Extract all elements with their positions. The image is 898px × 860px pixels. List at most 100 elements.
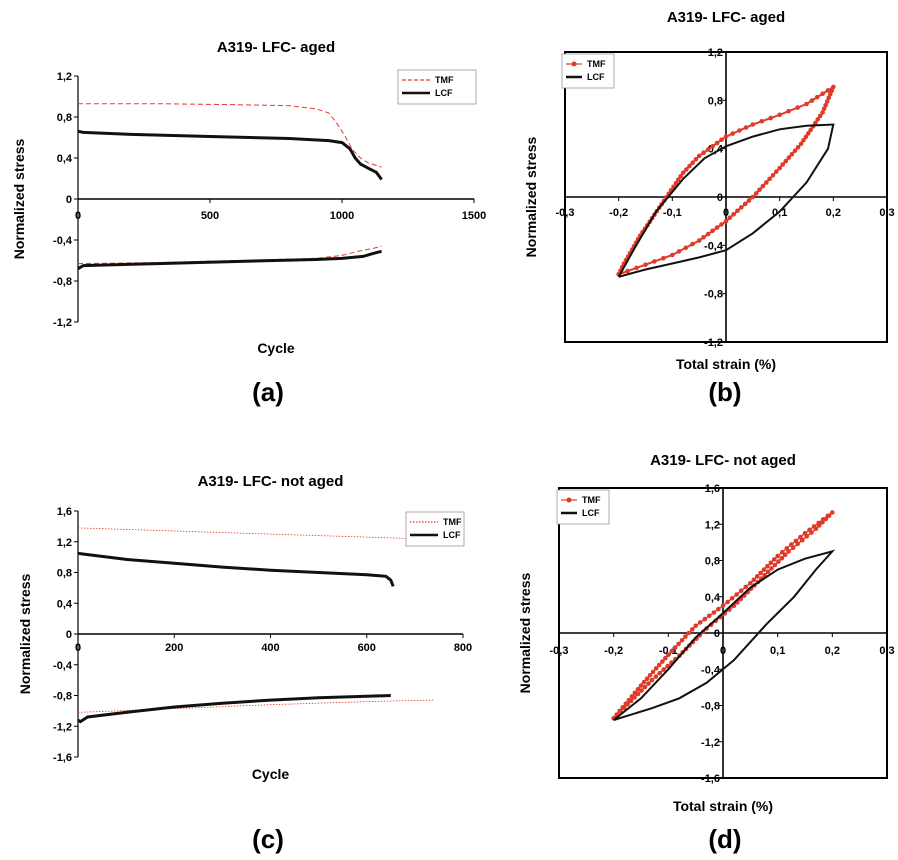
panel-d-series-tmf-point <box>683 634 688 639</box>
panel-d-series-tmf-point <box>679 638 685 643</box>
panel-d-series-tmf-point <box>669 648 675 654</box>
panel-b-series-tmf-point <box>825 88 831 93</box>
panel-c-x-tick-label: 600 <box>358 642 376 654</box>
panel-d-y-tick-label: 0 <box>714 628 720 640</box>
panel-b-series-tmf-point <box>767 176 772 182</box>
panel-b-legend-lcf-label: LCF <box>587 72 605 82</box>
panel-d-series-tmf-point <box>711 610 717 615</box>
panel-b-series-tmf-point <box>743 125 749 130</box>
panel-d-series-tmf-point <box>748 580 753 586</box>
panel-a-legend-tmf-label: TMF <box>435 75 454 85</box>
panel-b-y-tick-label: -0,8 <box>704 289 723 301</box>
panel-d-series-tmf-point <box>765 569 771 575</box>
panel-b-legend-tmf-label: TMF <box>587 59 606 69</box>
panel-d-series-tmf-point <box>769 566 774 571</box>
panel-d-series-tmf-point <box>686 630 692 636</box>
panel-b-series-tmf-point <box>777 112 782 118</box>
panel-d-series-lcf-line <box>613 549 836 721</box>
panel-d-x-tick-label: -0,3 <box>550 645 569 657</box>
panel-a-x-tick-label: 0 <box>75 210 81 222</box>
panel-b-series-tmf-point <box>723 218 729 224</box>
panel-a-title: A319- LFC- aged <box>217 39 335 56</box>
panel-b-series-tmf-point <box>737 128 742 133</box>
panel-b-x-tick-label: 0,3 <box>879 207 894 219</box>
panel-b-series-tmf-point <box>678 174 683 179</box>
panel-d-y-tick-label: 0,8 <box>705 556 720 568</box>
panel-b-y-tick-label: 0 <box>717 192 723 204</box>
panel-b-series-tmf-point <box>795 145 801 150</box>
panel-b-series-tmf-point <box>701 150 706 155</box>
panel-d-series-tmf-point <box>720 603 726 609</box>
panel-c-y-tick-label: -0,4 <box>53 660 73 672</box>
panel-c-legend-lcf-label: LCF <box>443 530 461 540</box>
panel-d-series-tmf-point <box>642 684 648 690</box>
panel-c-y-tick-label: 1,2 <box>57 537 72 549</box>
panel-b-title: A319- LFC- aged <box>667 9 785 26</box>
panel-d-series-tmf-point <box>649 677 655 683</box>
panel-b-x-axis-title: Total strain (%) <box>676 356 776 372</box>
panel-a-legend-lcf-label: LCF <box>435 88 453 98</box>
panel-c-series-tmf-line <box>77 527 435 540</box>
panel-d-series-tmf-point <box>672 645 678 650</box>
panel-c-y-tick-label: 0,8 <box>57 568 72 580</box>
panel-d-series-tmf-point <box>660 659 665 664</box>
panel-a-series-lcf-line <box>77 249 382 270</box>
panel-b-series-tmf-point <box>764 180 769 185</box>
panel-b-x-tick-label: 0 <box>723 207 729 219</box>
panel-d-series-tmf-point <box>820 520 825 525</box>
panel-b-panel-label: (b) <box>708 377 741 407</box>
panel-b-series-tmf-point <box>823 102 828 108</box>
panel-b-x-tick-label: -0,2 <box>609 207 628 219</box>
panel-b-series-tmf-point <box>705 147 711 152</box>
panel-a-x-tick-label: 500 <box>201 210 219 222</box>
panel-d-series-tmf-point <box>661 667 666 672</box>
panel-b-series-tmf-point <box>625 268 630 274</box>
panel-d-series-tmf-point <box>776 559 781 564</box>
panel-b-series-tmf-point <box>684 167 689 172</box>
panel-b-series-tmf-point <box>770 173 776 178</box>
panel-b-series-tmf-point <box>783 158 789 164</box>
panel-d-y-tick-label: -1,6 <box>701 773 720 785</box>
panel-a-series-tmf-line <box>78 103 382 168</box>
panel-d-series-tmf-point <box>786 549 791 554</box>
panel-d-y-tick-label: 1,6 <box>705 483 720 495</box>
panel-b-series-tmf-point <box>804 101 809 107</box>
panel-b-series-tmf-point <box>786 108 791 114</box>
panel-b-y-tick-label: -1,2 <box>704 337 723 349</box>
panel-d-series-tmf-point <box>707 613 712 619</box>
panel-d-series-tmf-point <box>800 537 805 543</box>
panel-b-series-tmf-point <box>792 148 798 153</box>
panel-d-y-tick-label: -1,2 <box>701 737 720 749</box>
panel-b-series-tmf-point <box>817 113 823 119</box>
panel-c-y-tick-label: -0,8 <box>53 691 72 703</box>
panel-d-series-tmf-point <box>743 584 749 590</box>
panel-c-x-tick-label: 0 <box>75 642 81 654</box>
panel-c-y-tick-label: -1,6 <box>53 752 72 764</box>
panel-d-x-tick-label: -0,2 <box>604 645 623 657</box>
panel-b-series-tmf-point <box>809 98 815 103</box>
panel-d-series-tmf-point <box>809 530 814 535</box>
panel-d-series-tmf-point <box>782 552 788 558</box>
panel-b-legend-tmf-marker <box>571 61 577 67</box>
panel-d-series-tmf-point <box>779 549 785 555</box>
panel-c-x-tick-label: 400 <box>261 642 279 654</box>
panel-a-x-axis-title: Cycle <box>257 340 295 356</box>
panel-b-series-tmf-point <box>693 157 699 162</box>
panel-b-series-tmf-point <box>719 137 724 143</box>
panel-d-y-tick-label: 1,2 <box>705 519 720 531</box>
panel-b-series-tmf-point <box>696 238 702 243</box>
panel-a-y-tick-label: -1,2 <box>53 317 72 329</box>
panel-d-series-tmf-point <box>644 676 650 681</box>
panel-c-y-tick-label: 0,4 <box>57 598 73 610</box>
panel-d-x-tick-label: 0,1 <box>770 645 785 657</box>
panel-d-series-tmf-point <box>632 695 637 700</box>
panel-a-y-axis-title: Normalized stress <box>11 138 27 259</box>
panel-d-x-tick-label: 0,2 <box>825 645 840 657</box>
panel-b-series-tmf-point <box>690 160 695 165</box>
panel-b-series-tmf-point <box>687 163 692 169</box>
panel-b-series-tmf-point <box>750 194 756 200</box>
panel-d-series-tmf-point <box>804 534 810 539</box>
panel-b-series-tmf-point <box>808 127 813 133</box>
panel-c-y-tick-label: 0 <box>66 629 72 641</box>
